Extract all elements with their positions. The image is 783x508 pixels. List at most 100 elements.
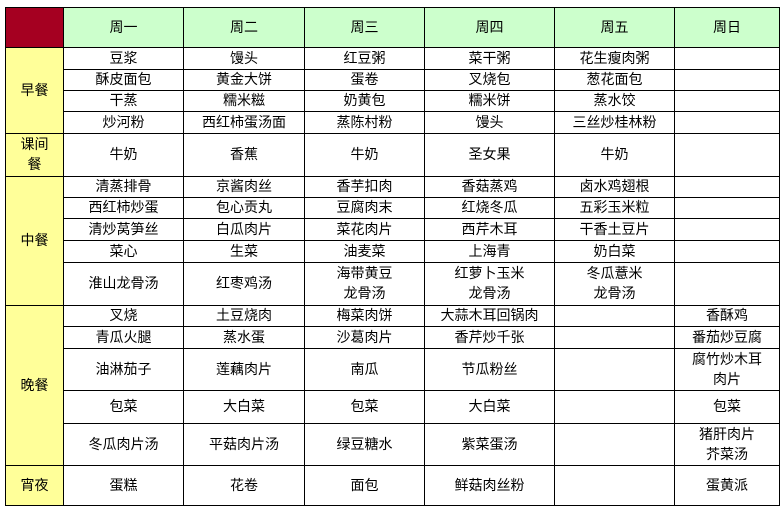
dish-cell: 干香土豆片 <box>554 218 675 241</box>
meal-label: 晚餐 <box>5 305 64 466</box>
dish-cell: 牛奶 <box>304 133 425 177</box>
dish-cell: 豆浆 <box>63 47 184 70</box>
dish-cell: 圣女果 <box>424 133 555 177</box>
dish-cell: 酥皮面包 <box>63 69 184 91</box>
dish-cell: 梅菜肉饼 <box>304 305 425 327</box>
dish-cell: 叉烧包 <box>424 69 555 91</box>
menu-row: 早餐 豆浆 馒头 红豆粥 菜干粥 花生瘦肉粥 <box>5 47 780 134</box>
day-header: 周日 <box>674 7 780 48</box>
day-header: 周一 <box>63 7 184 48</box>
dish-cell: 馒头 <box>183 47 305 70</box>
dish-cell: 大白菜 <box>424 390 555 424</box>
dish-cell: 大白菜 <box>183 390 305 424</box>
dish-cell: 冬瓜肉片汤 <box>63 423 184 466</box>
dish-cell: 京酱肉丝 <box>183 176 305 198</box>
dish-cell <box>674 176 780 198</box>
menu-row: 菜心 生菜 油麦菜 上海青 奶白菜 <box>6 240 780 263</box>
meal-label: 早餐 <box>5 47 64 134</box>
dish-cell: 香酥鸡 <box>674 305 780 327</box>
dish-cell: 西红柿炒蛋 <box>63 197 184 219</box>
meal-label: 宵夜 <box>5 465 64 506</box>
dish-cell: 面包 <box>304 465 425 506</box>
dish-cell: 生菜 <box>183 240 305 263</box>
dish-cell: 包菜 <box>674 390 780 424</box>
dish-cell: 红烧冬瓜 <box>424 197 555 219</box>
dish-cell: 炒河粉 <box>63 111 184 134</box>
day-header: 周五 <box>554 7 675 48</box>
menu-row: 淮山龙骨汤 红枣鸡汤 海带黄豆 龙骨汤 红萝卜玉米 龙骨汤 冬瓜薏米 龙骨汤 <box>6 262 780 306</box>
dish-cell: 卤水鸡翅根 <box>554 176 675 198</box>
dish-cell: 蒸陈村粉 <box>304 111 425 134</box>
corner-cell <box>5 7 64 48</box>
dish-cell: 香蕉 <box>183 133 305 177</box>
dish-cell: 南瓜 <box>304 348 425 391</box>
dish-cell: 土豆烧肉 <box>183 305 305 327</box>
dish-cell: 西红柿蛋汤面 <box>183 111 305 134</box>
dish-cell: 馒头 <box>424 111 555 134</box>
dish-cell: 清蒸排骨 <box>63 176 184 198</box>
dish-cell: 黄金大饼 <box>183 69 305 91</box>
dish-cell: 三丝炒桂林粉 <box>554 111 675 134</box>
dish-cell: 奶黄包 <box>304 90 425 112</box>
dish-cell: 淮山龙骨汤 <box>63 262 184 306</box>
dish-cell: 红豆粥 <box>304 47 425 70</box>
dish-cell: 五彩玉米粒 <box>554 197 675 219</box>
dish-cell <box>674 262 780 306</box>
dish-cell <box>674 90 780 112</box>
dish-cell: 花生瘦肉粥 <box>554 47 675 70</box>
dish-cell: 绿豆糖水 <box>304 423 425 466</box>
dish-cell: 菜干粥 <box>424 47 555 70</box>
dish-cell <box>554 465 675 506</box>
dish-cell: 油麦菜 <box>304 240 425 263</box>
header-row: 周一 周二 周三 周四 周五 周日 <box>5 7 780 48</box>
dish-cell: 豆腐肉末 <box>304 197 425 219</box>
dish-cell: 香芋扣肉 <box>304 176 425 198</box>
dish-cell: 猪肝肉片 芥菜汤 <box>674 423 780 466</box>
dish-cell <box>554 423 675 466</box>
dish-cell: 上海青 <box>424 240 555 263</box>
dish-cell: 蛋糕 <box>63 465 184 506</box>
menu-row: 宵夜 蛋糕 花卷 面包 鲜菇肉丝粉 蛋黄派 <box>5 465 780 506</box>
dish-cell: 白瓜肉片 <box>183 218 305 241</box>
dish-cell: 包菜 <box>304 390 425 424</box>
menu-row: 炒河粉 西红柿蛋汤面 蒸陈村粉 馒头 三丝炒桂林粉 <box>6 111 780 134</box>
dish-cell: 糯米糍 <box>183 90 305 112</box>
dish-cell: 蒸水蛋 <box>183 326 305 349</box>
dish-cell: 大蒜木耳回锅肉 <box>424 305 555 327</box>
dish-cell: 香菇蒸鸡 <box>424 176 555 198</box>
menu-row: 晚餐 叉烧 土豆烧肉 梅菜肉饼 大蒜木耳回锅肉 香酥鸡 <box>5 305 780 466</box>
meal-label: 课间 餐 <box>5 133 64 177</box>
dish-cell <box>554 305 675 327</box>
dish-cell: 香芹炒千张 <box>424 326 555 349</box>
dish-cell: 青瓜火腿 <box>63 326 184 349</box>
dish-cell <box>674 218 780 241</box>
dish-cell <box>674 111 780 134</box>
dish-cell: 西芹木耳 <box>424 218 555 241</box>
dish-cell: 油淋茄子 <box>63 348 184 391</box>
dish-cell: 牛奶 <box>554 133 675 177</box>
dish-cell: 干蒸 <box>63 90 184 112</box>
day-header: 周二 <box>183 7 305 48</box>
menu-row: 干蒸 糯米糍 奶黄包 糯米饼 蒸水饺 <box>6 90 780 112</box>
dish-cell: 叉烧 <box>63 305 184 327</box>
dish-cell: 牛奶 <box>63 133 184 177</box>
dish-cell: 菜花肉片 <box>304 218 425 241</box>
dish-cell: 蒸水饺 <box>554 90 675 112</box>
menu-row: 西红柿炒蛋 包心贡丸 豆腐肉末 红烧冬瓜 五彩玉米粒 <box>6 197 780 219</box>
dish-cell: 番茄炒豆腐 <box>674 326 780 349</box>
dish-cell <box>554 348 675 391</box>
dish-cell <box>674 133 780 177</box>
meal-label: 中餐 <box>5 176 64 306</box>
dish-cell: 包心贡丸 <box>183 197 305 219</box>
dish-cell <box>674 197 780 219</box>
dish-cell: 菜心 <box>63 240 184 263</box>
day-header: 周四 <box>424 7 555 48</box>
dish-cell: 海带黄豆 龙骨汤 <box>304 262 425 306</box>
weekly-menu-table: 周一 周二 周三 周四 周五 周日 早餐 豆浆 馒头 红豆粥 菜干粥 花生瘦肉粥 酥皮面包黄… <box>5 7 780 506</box>
dish-cell: 蛋黄派 <box>674 465 780 506</box>
menu-row: 酥皮面包 黄金大饼 蛋卷 叉烧包 葱花面包 <box>6 69 780 91</box>
menu-row: 中餐 清蒸排骨 京酱肉丝 香芋扣肉 香菇蒸鸡 卤水鸡翅根 <box>5 176 780 306</box>
dish-cell <box>674 47 780 70</box>
dish-cell: 糯米饼 <box>424 90 555 112</box>
menu-row: 油淋茄子 莲藕肉片 南瓜 节瓜粉丝 腐竹炒木耳 肉片 <box>6 348 780 391</box>
